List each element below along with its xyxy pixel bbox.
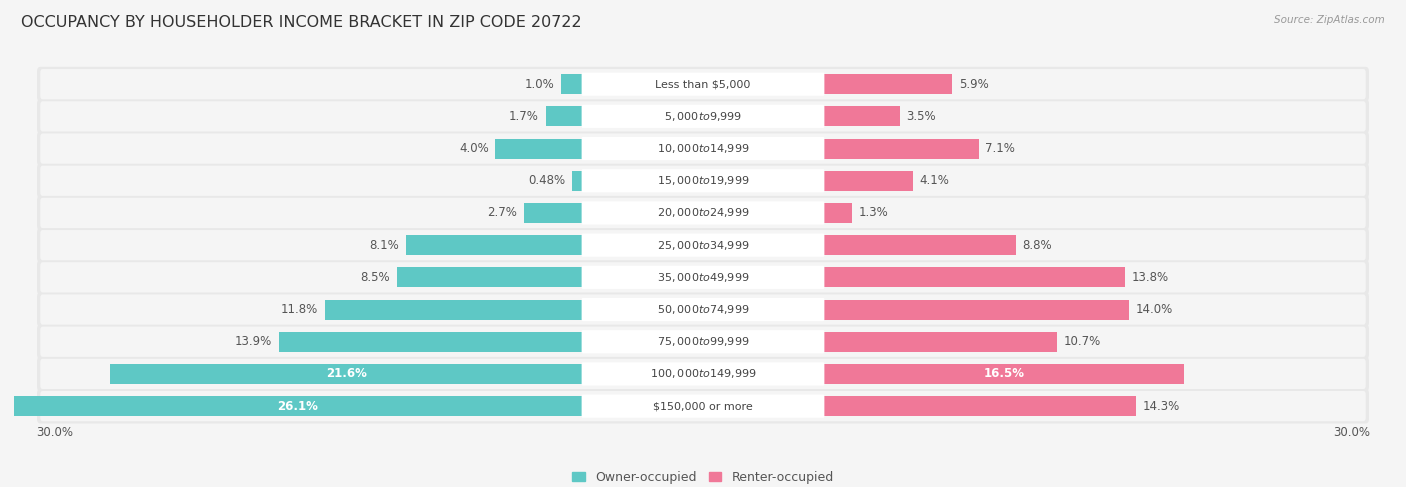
FancyBboxPatch shape (37, 196, 1369, 230)
FancyBboxPatch shape (41, 198, 1365, 228)
FancyBboxPatch shape (37, 228, 1369, 262)
Text: 14.0%: 14.0% (1136, 303, 1173, 316)
Text: 8.5%: 8.5% (360, 271, 391, 284)
Text: 14.3%: 14.3% (1143, 400, 1180, 412)
FancyBboxPatch shape (37, 356, 1369, 391)
Bar (396, 267, 582, 287)
Text: $15,000 to $19,999: $15,000 to $19,999 (657, 174, 749, 187)
FancyBboxPatch shape (41, 391, 1365, 421)
Text: 1.3%: 1.3% (858, 206, 889, 220)
FancyBboxPatch shape (582, 362, 824, 386)
FancyBboxPatch shape (37, 131, 1369, 166)
Bar (824, 139, 979, 159)
Text: 21.6%: 21.6% (326, 367, 367, 380)
Text: 4.1%: 4.1% (920, 174, 949, 187)
Text: Less than $5,000: Less than $5,000 (655, 79, 751, 89)
Text: OCCUPANCY BY HOUSEHOLDER INCOME BRACKET IN ZIP CODE 20722: OCCUPANCY BY HOUSEHOLDER INCOME BRACKET … (21, 15, 582, 30)
Text: $50,000 to $74,999: $50,000 to $74,999 (657, 303, 749, 316)
Text: 7.1%: 7.1% (986, 142, 1015, 155)
FancyBboxPatch shape (37, 260, 1369, 295)
Bar (572, 171, 582, 191)
FancyBboxPatch shape (37, 163, 1369, 198)
FancyBboxPatch shape (41, 101, 1365, 131)
Text: $75,000 to $99,999: $75,000 to $99,999 (657, 335, 749, 348)
FancyBboxPatch shape (582, 298, 824, 321)
Bar (824, 203, 852, 223)
Text: $150,000 or more: $150,000 or more (654, 401, 752, 411)
FancyBboxPatch shape (41, 262, 1365, 293)
Text: 10.7%: 10.7% (1064, 335, 1101, 348)
Text: 30.0%: 30.0% (1333, 426, 1369, 439)
FancyBboxPatch shape (37, 292, 1369, 327)
Bar (278, 332, 582, 352)
Bar (824, 235, 1015, 255)
FancyBboxPatch shape (37, 67, 1369, 102)
Bar (325, 300, 582, 319)
Text: $20,000 to $24,999: $20,000 to $24,999 (657, 206, 749, 220)
FancyBboxPatch shape (582, 266, 824, 289)
Text: 2.7%: 2.7% (488, 206, 517, 220)
Text: 16.5%: 16.5% (983, 367, 1024, 380)
Text: 5.9%: 5.9% (959, 78, 988, 91)
FancyBboxPatch shape (582, 169, 824, 192)
Text: $10,000 to $14,999: $10,000 to $14,999 (657, 142, 749, 155)
FancyBboxPatch shape (582, 105, 824, 128)
Bar (824, 396, 1136, 416)
Text: 13.8%: 13.8% (1132, 271, 1168, 284)
Text: 11.8%: 11.8% (281, 303, 318, 316)
FancyBboxPatch shape (41, 69, 1365, 99)
Text: 1.0%: 1.0% (524, 78, 554, 91)
Bar (405, 235, 582, 255)
Bar (824, 267, 1125, 287)
FancyBboxPatch shape (37, 99, 1369, 134)
Text: $5,000 to $9,999: $5,000 to $9,999 (664, 110, 742, 123)
FancyBboxPatch shape (41, 295, 1365, 325)
Text: 3.5%: 3.5% (907, 110, 936, 123)
FancyBboxPatch shape (582, 201, 824, 225)
Bar (824, 332, 1057, 352)
Text: 13.9%: 13.9% (235, 335, 273, 348)
Text: 4.0%: 4.0% (458, 142, 489, 155)
Text: $35,000 to $49,999: $35,000 to $49,999 (657, 271, 749, 284)
FancyBboxPatch shape (37, 389, 1369, 424)
Text: 1.7%: 1.7% (509, 110, 538, 123)
FancyBboxPatch shape (41, 327, 1365, 357)
Text: $100,000 to $149,999: $100,000 to $149,999 (650, 367, 756, 380)
Bar (824, 74, 952, 94)
Bar (110, 364, 582, 384)
Bar (824, 171, 912, 191)
Legend: Owner-occupied, Renter-occupied: Owner-occupied, Renter-occupied (568, 466, 838, 487)
Text: $25,000 to $34,999: $25,000 to $34,999 (657, 239, 749, 252)
FancyBboxPatch shape (41, 166, 1365, 196)
FancyBboxPatch shape (582, 394, 824, 418)
FancyBboxPatch shape (41, 133, 1365, 164)
Text: 8.1%: 8.1% (370, 239, 399, 252)
FancyBboxPatch shape (41, 230, 1365, 260)
FancyBboxPatch shape (582, 330, 824, 353)
Bar (824, 106, 900, 126)
Bar (561, 74, 582, 94)
Text: 30.0%: 30.0% (37, 426, 73, 439)
Text: Source: ZipAtlas.com: Source: ZipAtlas.com (1274, 15, 1385, 25)
FancyBboxPatch shape (37, 324, 1369, 359)
Text: 26.1%: 26.1% (277, 400, 318, 412)
Bar (523, 203, 582, 223)
FancyBboxPatch shape (582, 234, 824, 257)
Bar (495, 139, 582, 159)
FancyBboxPatch shape (41, 359, 1365, 389)
Text: 0.48%: 0.48% (529, 174, 565, 187)
FancyBboxPatch shape (582, 137, 824, 160)
Bar (11, 396, 582, 416)
Text: 8.8%: 8.8% (1022, 239, 1052, 252)
FancyBboxPatch shape (582, 73, 824, 96)
Bar (824, 300, 1129, 319)
Bar (824, 364, 1184, 384)
Bar (546, 106, 582, 126)
